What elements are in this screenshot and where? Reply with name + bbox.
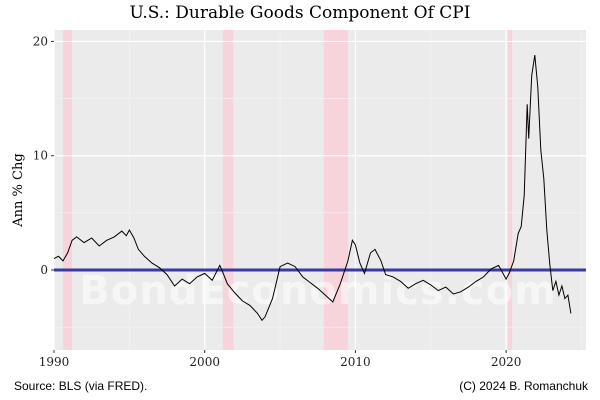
- recession-band-0: [63, 30, 73, 350]
- recession-band-3: [507, 30, 513, 350]
- watermark: BondEconomics.com: [79, 268, 557, 314]
- series-line-durable-goods: [53, 55, 572, 322]
- x-tick-label: 2000: [189, 355, 220, 369]
- source-note: Source: BLS (via FRED).: [14, 379, 147, 393]
- y-tick-labels: 0 10 20: [33, 34, 54, 277]
- recession-bands: [63, 30, 513, 350]
- y-tick-label: 10: [33, 149, 48, 163]
- recession-band-2: [323, 30, 348, 350]
- x-tick-label: 1990: [39, 355, 70, 369]
- x-tick-labels: 1990 2000 2010 2020: [39, 350, 522, 369]
- x-tick-label: 2010: [340, 355, 371, 369]
- copyright-note: (C) 2024 B. Romanchuk: [459, 379, 589, 393]
- recession-band-1: [222, 30, 234, 350]
- chart-title: U.S.: Durable Goods Component Of CPI: [130, 3, 471, 23]
- y-axis-label: Ann % Chg: [11, 153, 26, 227]
- y-tick-label: 20: [33, 34, 48, 48]
- x-tick-label: 2020: [491, 355, 522, 369]
- plot-panel: [54, 30, 586, 350]
- y-tick-label: 0: [40, 263, 48, 277]
